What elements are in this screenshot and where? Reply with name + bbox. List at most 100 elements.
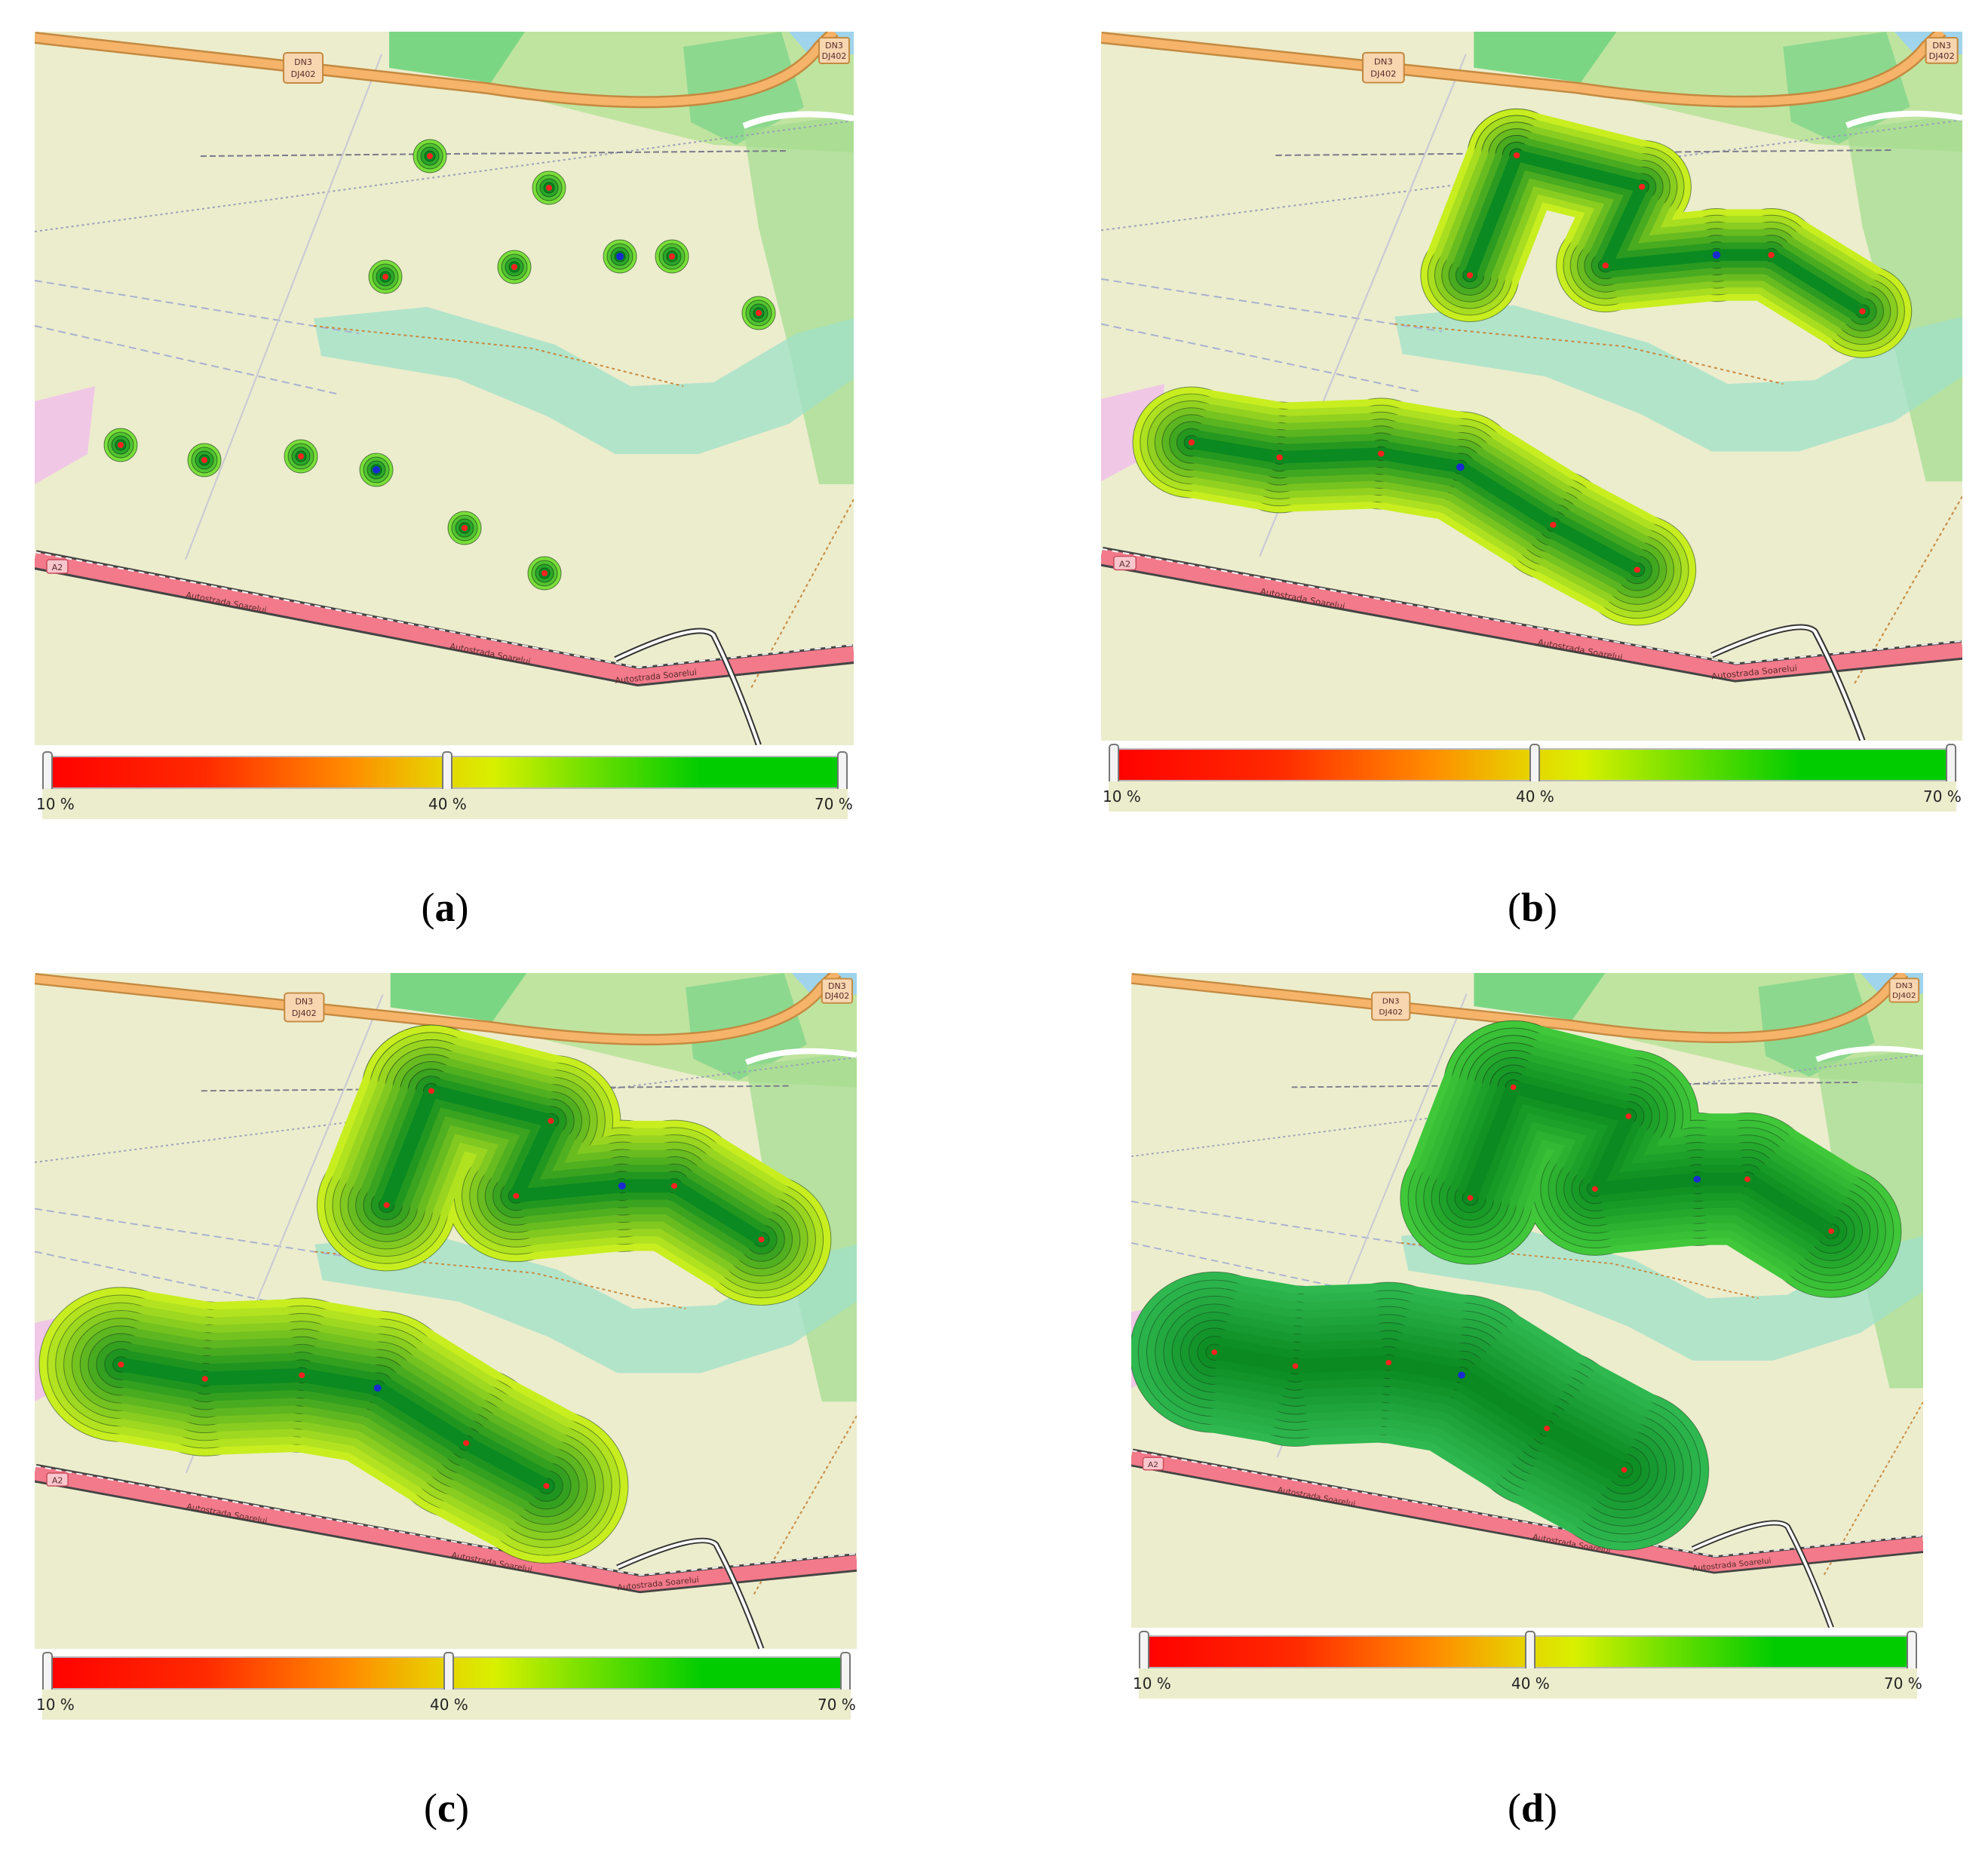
- minor-road: [1815, 1045, 1923, 1063]
- road-ref-east-bottom-text: DJ402: [1928, 51, 1954, 61]
- panel-caption-c: (c): [424, 1785, 469, 1831]
- red-node-marker-icon: [1859, 308, 1866, 315]
- motorway-edge: [1101, 548, 1962, 665]
- red-node-marker-icon: [1621, 1467, 1628, 1473]
- red-node-marker-icon: [1276, 454, 1283, 461]
- red-node-marker-icon: [1625, 1113, 1632, 1119]
- road-ref-shield: DN3 DJ402: [283, 52, 324, 84]
- legend-bar-d: 10 % 40 % 70 %: [1133, 1631, 1922, 1703]
- road-ref-bottom-text: DJ402: [292, 1008, 317, 1018]
- road-ref-east-bottom-text: DJ402: [822, 51, 847, 61]
- road-ref-east-top-text: DN3: [1895, 981, 1913, 990]
- red-node-marker-icon: [118, 442, 124, 448]
- motorway: [1131, 1450, 1923, 1572]
- wetland-area: [1400, 1225, 1923, 1361]
- motorway-ref-shield: A2: [1113, 555, 1137, 571]
- motorway-ref-shield: A2: [46, 559, 69, 574]
- wetland-area: [314, 1233, 857, 1374]
- red-node-marker-icon: [758, 1236, 765, 1243]
- legend-tick-40-b: 40 %: [1516, 787, 1554, 806]
- red-node-marker-icon: [1544, 1426, 1550, 1432]
- road-ref-east-bottom-text: DJ402: [825, 991, 850, 1001]
- red-node-marker-icon: [1828, 1228, 1835, 1234]
- south-cluster-contour-9: [1205, 1343, 1634, 1478]
- slip-road: [1710, 625, 1864, 741]
- road-ref-shield: DN3 DJ402: [1361, 51, 1405, 84]
- red-node-marker-icon: [1292, 1363, 1299, 1369]
- field-paths: [35, 280, 360, 394]
- red-node-marker-icon: [1377, 450, 1385, 457]
- legend-handle-40-c[interactable]: [443, 1652, 454, 1694]
- legend-handle-70-d[interactable]: [1907, 1631, 1917, 1673]
- north-cluster-contour-6: [1462, 148, 1870, 318]
- primary-road: [1101, 32, 1945, 106]
- blue-gateway-marker-icon: [373, 1384, 382, 1392]
- primary-road: [35, 973, 840, 1044]
- blue-gateway-marker-icon: [1458, 1371, 1465, 1379]
- legend-handle-70-a[interactable]: [837, 751, 848, 793]
- legend-handle-70-c[interactable]: [840, 1652, 851, 1694]
- road-ref-top-text: DN3: [294, 57, 312, 67]
- motorway: [35, 552, 854, 685]
- blue-gateway-marker-icon: [1456, 463, 1465, 471]
- legend-tick-70-d: 70 %: [1884, 1674, 1922, 1693]
- landuse-pink: [35, 386, 95, 484]
- legend-handle-10-a[interactable]: [42, 751, 53, 793]
- legend-bar-a: 10 % 40 % 70 %: [36, 751, 853, 824]
- red-node-marker-icon: [1188, 439, 1195, 446]
- red-node-marker-icon: [118, 1361, 124, 1367]
- legend-tick-40-d: 40 %: [1511, 1674, 1550, 1693]
- road-ref-top-text: DN3: [295, 997, 313, 1007]
- legend-tick-10-d: 10 %: [1133, 1674, 1171, 1693]
- minor-road: [1845, 110, 1962, 128]
- map-view-c[interactable]: DN3 DJ402 DN3 DJ402 A2 Autostrada Soarelui Aut…: [35, 973, 857, 1649]
- boundary-lines: [1394, 323, 1962, 684]
- legend-handle-10-c[interactable]: [42, 1652, 53, 1694]
- blue-gateway-marker-icon: [618, 1182, 626, 1189]
- slip-road: [616, 1539, 763, 1649]
- legend-tick-70-a: 70 %: [815, 795, 853, 813]
- panel-caption-d: (d): [1507, 1785, 1557, 1831]
- legend-bar-c: 10 % 40 % 70 %: [36, 1652, 856, 1724]
- wood-area: [1474, 973, 1606, 1022]
- red-node-marker-icon: [428, 1088, 434, 1094]
- slip-road: [1692, 1521, 1833, 1628]
- track-line: [35, 120, 854, 232]
- map-view-d[interactable]: DN3 DJ402 DN3 DJ402 A2 Autostrada Soarelui Aut…: [1131, 973, 1923, 1628]
- legend-handle-10-d[interactable]: [1139, 1631, 1149, 1673]
- legend-bar-b: 10 % 40 % 70 %: [1103, 744, 1962, 816]
- legend-tick-40-c: 40 %: [430, 1696, 468, 1714]
- red-node-marker-icon: [1467, 1195, 1474, 1201]
- legend-handle-70-b[interactable]: [1946, 744, 1956, 786]
- red-node-marker-icon: [1768, 252, 1775, 259]
- wetland-area: [1394, 305, 1962, 452]
- red-node-marker-icon: [382, 274, 388, 280]
- road-ref-top-text: DN3: [1382, 997, 1400, 1006]
- legend-underlay-a: [42, 789, 848, 819]
- red-node-marker-icon: [1550, 521, 1557, 528]
- blue-gateway-marker-icon: [616, 253, 624, 260]
- red-node-marker-icon: [1638, 183, 1646, 190]
- red-node-marker-icon: [1602, 262, 1609, 269]
- map-view-b[interactable]: DN3 DJ402 DN3 DJ402 A2 Autostrada Soarelui Aut…: [1101, 32, 1962, 741]
- motorway-ref-text: A2: [52, 1476, 63, 1486]
- map-view-a[interactable]: DN3 DJ402 DN3 DJ402 A2 Autostrada Soarelui Aut…: [35, 32, 854, 745]
- motorway: [35, 1466, 857, 1591]
- legend-handle-40-a[interactable]: [442, 751, 453, 793]
- red-node-marker-icon: [669, 253, 675, 259]
- blue-gateway-marker-icon: [1693, 1175, 1701, 1183]
- red-node-marker-icon: [1211, 1349, 1218, 1355]
- legend-handle-40-b[interactable]: [1529, 744, 1540, 786]
- legend-handle-10-b[interactable]: [1109, 744, 1119, 786]
- legend-tick-70-c: 70 %: [818, 1696, 856, 1714]
- motorway-ref-shield: A2: [1142, 1456, 1164, 1471]
- wood-area: [1474, 32, 1617, 84]
- legend-tick-10-a: 10 %: [36, 795, 75, 813]
- field-paths: [1101, 278, 1443, 392]
- legend-handle-40-d[interactable]: [1525, 1631, 1535, 1673]
